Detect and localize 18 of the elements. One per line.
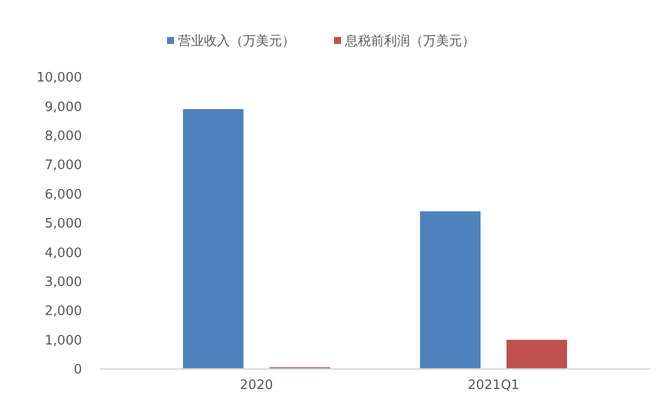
bar [506, 340, 568, 369]
legend-label: 息税前利润（万美元） [344, 33, 475, 49]
y-tick-label: 6,000 [44, 187, 82, 202]
y-tick-label: 0 [74, 362, 82, 378]
x-tick-label: 2020 [240, 378, 274, 393]
y-tick-label: 5,000 [44, 216, 82, 232]
y-tick-label: 1,000 [44, 333, 82, 348]
y-tick-label: 10,000 [36, 70, 82, 86]
y-tick-label: 7,000 [44, 158, 82, 174]
y-tick-label: 9,000 [44, 100, 82, 115]
y-tick-label: 2,000 [44, 304, 82, 320]
y-tick-label: 3,000 [44, 274, 82, 290]
bar [420, 211, 481, 369]
x-tick-label: 2021Q1 [468, 378, 520, 393]
legend-label: 营业收入（万美元） [178, 33, 295, 49]
bar [182, 109, 244, 369]
y-tick-label: 4,000 [44, 246, 82, 261]
y-tick-label: 8,000 [44, 128, 82, 144]
